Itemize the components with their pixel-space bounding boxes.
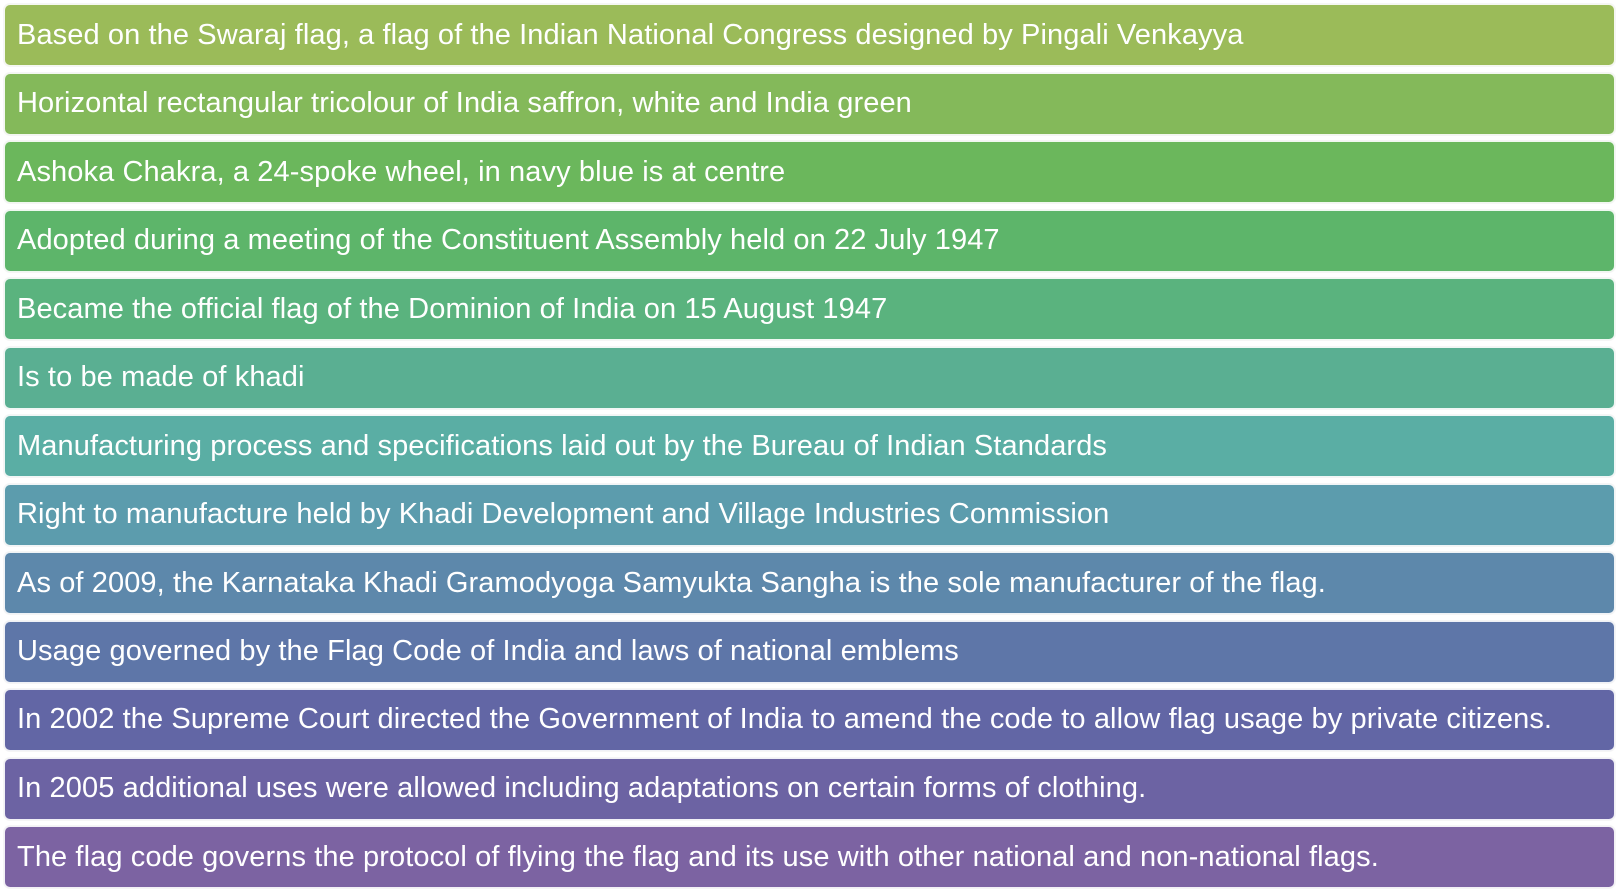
fact-bar: Based on the Swaraj flag, a flag of the …: [4, 4, 1615, 66]
fact-bar: Manufacturing process and specifications…: [4, 415, 1615, 477]
fact-text: Right to manufacture held by Khadi Devel…: [17, 498, 1110, 530]
fact-text: Ashoka Chakra, a 24-spoke wheel, in navy…: [17, 155, 786, 188]
fact-bar: Right to manufacture held by Khadi Devel…: [4, 483, 1615, 546]
fact-bar: In 2002 the Supreme Court directed the G…: [4, 689, 1615, 751]
fact-text: Usage governed by the Flag Code of India…: [17, 635, 959, 667]
fact-list: Based on the Swaraj flag, a flag of the …: [4, 4, 1615, 895]
fact-bar: In 2005 additional uses were allowed inc…: [4, 757, 1615, 820]
fact-text: Adopted during a meeting of the Constitu…: [17, 224, 1000, 256]
fact-bar: Became the official flag of the Dominion…: [4, 278, 1615, 340]
fact-bar: Horizontal rectangular tricolour of Indi…: [4, 72, 1615, 135]
fact-bar: Usage governed by the Flag Code of India…: [4, 620, 1615, 683]
fact-bar: Ashoka Chakra, a 24-spoke wheel, in navy…: [4, 141, 1615, 203]
fact-text: As of 2009, the Karnataka Khadi Gramodyo…: [17, 566, 1326, 599]
fact-bar: Is to be made of khadi: [4, 346, 1615, 409]
fact-text: Became the official flag of the Dominion…: [17, 292, 888, 325]
fact-bar: Adopted during a meeting of the Constitu…: [4, 209, 1615, 272]
fact-text: The flag code governs the protocol of fl…: [17, 840, 1379, 873]
fact-text: Is to be made of khadi: [17, 361, 305, 393]
fact-text: Horizontal rectangular tricolour of Indi…: [17, 87, 912, 119]
fact-text: Manufacturing process and specifications…: [17, 429, 1108, 462]
fact-bar: The flag code governs the protocol of fl…: [4, 826, 1615, 888]
fact-text: Based on the Swaraj flag, a flag of the …: [17, 18, 1244, 51]
fact-text: In 2002 the Supreme Court directed the G…: [17, 703, 1553, 735]
fact-bar: As of 2009, the Karnataka Khadi Gramodyo…: [4, 552, 1615, 614]
fact-text: In 2005 additional uses were allowed inc…: [17, 772, 1147, 804]
